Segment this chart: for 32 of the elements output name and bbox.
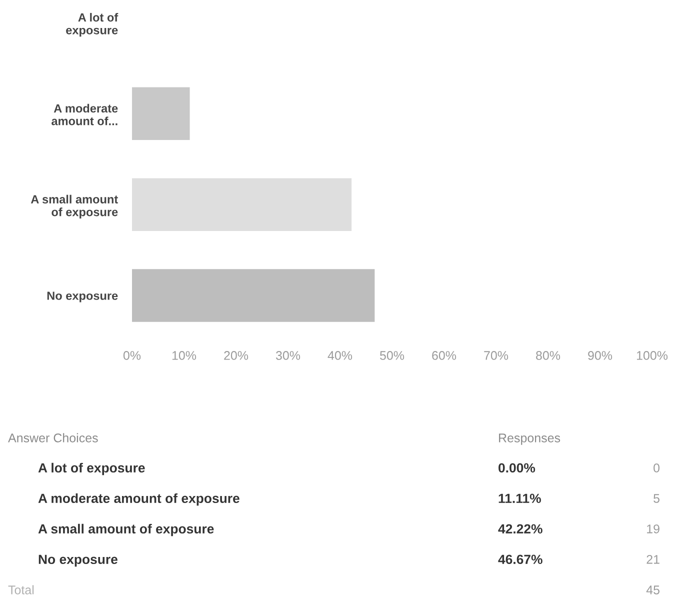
x-tick-label: 0% (123, 351, 141, 360)
text: A small amount of exposure (38, 524, 214, 536)
x-tick-label: 90% (588, 351, 612, 360)
x-tick-label: 60% (432, 351, 456, 360)
text: 42.22% (498, 524, 542, 534)
text: 11.11% (498, 494, 541, 504)
bar (132, 87, 190, 140)
bar (132, 178, 352, 231)
y-tick-label: No exposure (47, 292, 118, 302)
y-tick-label: A moderate amount of... (52, 104, 118, 126)
bar (132, 269, 375, 322)
x-tick-label: 80% (536, 351, 560, 360)
text: 0 (654, 464, 660, 472)
y-tick-label: A lot of exposure (66, 12, 118, 37)
x-tick-label: 20% (224, 351, 248, 360)
text: Total (8, 585, 34, 594)
text: 21 (646, 555, 660, 564)
x-tick-label: 50% (380, 351, 404, 360)
text: Responses (499, 434, 560, 445)
text: 19 (647, 524, 660, 534)
text: 0.00% (498, 463, 536, 473)
x-tick-label: 10% (172, 351, 196, 360)
text: A moderate amount of exposure (38, 493, 240, 506)
text: 46.67% (498, 554, 542, 564)
x-tick-label: 40% (328, 351, 352, 360)
text: Answer Choices (8, 433, 98, 442)
x-tick-label: 100% (636, 351, 668, 360)
x-tick-label: 70% (484, 351, 508, 360)
x-tick-label: 30% (276, 351, 300, 360)
text: 5 (654, 494, 660, 503)
text: 45 (646, 586, 660, 594)
y-tick-label: A small amount of exposure (30, 194, 118, 219)
